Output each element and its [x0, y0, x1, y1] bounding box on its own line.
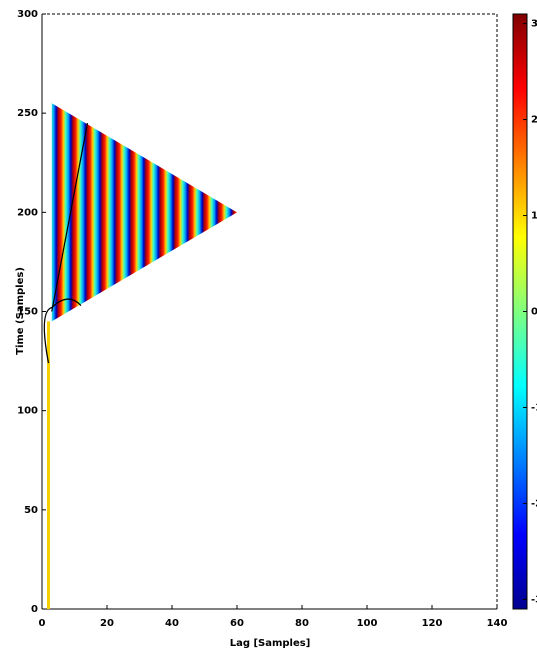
colorbar-tick-label: -3 [531, 594, 537, 605]
x-tick-label: 80 [295, 618, 309, 629]
y-tick-label: 200 [17, 207, 38, 218]
arc [43, 298, 82, 364]
data-line [51, 122, 89, 312]
y-tick-label: 250 [17, 108, 38, 119]
y-tick-label: 150 [17, 307, 38, 318]
colorbar-tick-label: 2 [531, 115, 537, 126]
y-tick-label: 100 [17, 406, 38, 417]
colorbar-tick-label: -2 [531, 498, 537, 509]
heatmap-region [51, 103, 237, 322]
colorbar-tick-label: 3 [531, 19, 537, 30]
x-tick-label: 20 [100, 618, 114, 629]
y-tick-label: 50 [24, 505, 38, 516]
x-axis-label: Lag [Samples] [230, 638, 311, 649]
x-tick-label: 60 [230, 618, 244, 629]
colorbar-tick-label: 1 [531, 211, 537, 222]
colorbar-tick-label: -1 [531, 402, 537, 413]
x-tick-label: 140 [487, 618, 508, 629]
x-tick-label: 100 [357, 618, 378, 629]
x-tick-label: 120 [422, 618, 443, 629]
y-axis-label: Time (Samples) [15, 267, 26, 355]
x-tick-label: 0 [39, 618, 46, 629]
y-tick-label: 300 [17, 9, 38, 20]
colorbar-tick-label: 0 [531, 307, 537, 318]
x-tick-label: 40 [165, 618, 179, 629]
y-tick-label: 0 [31, 604, 38, 615]
